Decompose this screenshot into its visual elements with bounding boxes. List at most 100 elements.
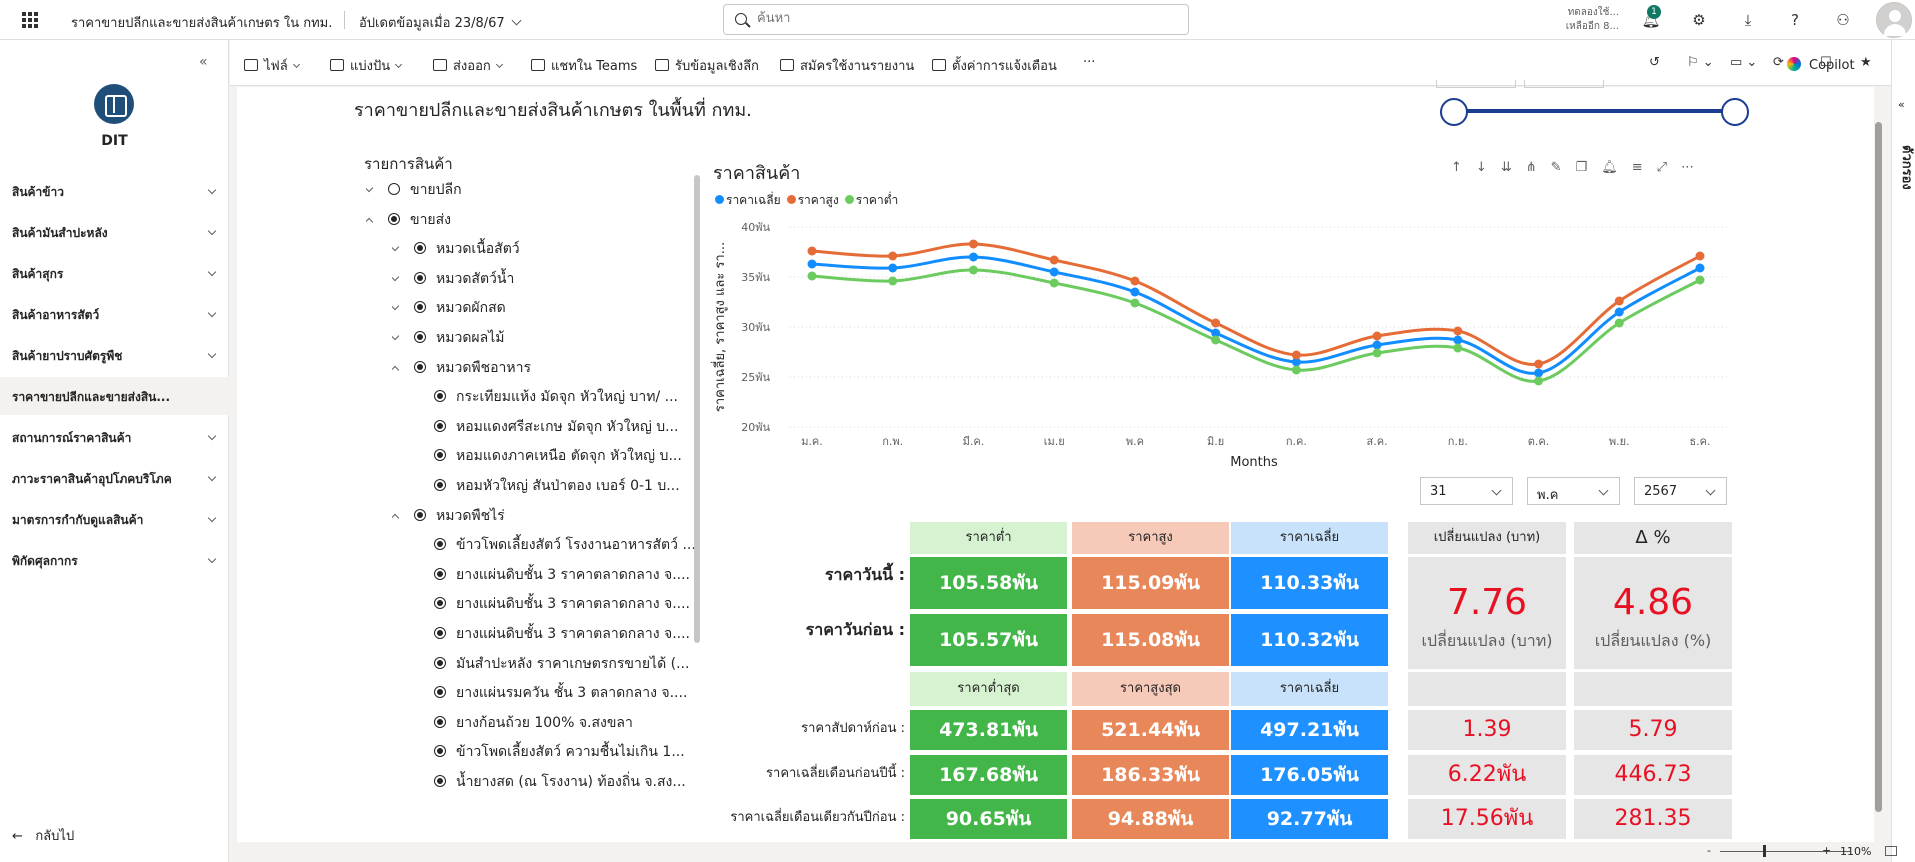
radio-icon[interactable]: [434, 775, 446, 787]
date-start-box[interactable]: [1436, 80, 1516, 88]
slicer-item[interactable]: หมวดสัตว์น้ำ: [392, 268, 700, 292]
slicer-item[interactable]: ยางแผ่นดิบชั้น 3 ราคาตลาดกลาง จ....: [434, 564, 700, 588]
more-icon[interactable]: ⋯: [1681, 160, 1709, 175]
sidebar-item-7[interactable]: ภาวะราคาสินค้าอุปโภคบริโภค: [0, 459, 229, 497]
radio-icon[interactable]: [414, 360, 426, 373]
radio-icon[interactable]: [388, 183, 400, 195]
sidebar-item-6[interactable]: สถานการณ์ราคาสินค้า: [0, 418, 229, 456]
data-updated-dropdown[interactable]: อัปเดตข้อมูลเมื่อ 23/8/67: [359, 12, 522, 33]
radio-icon[interactable]: [434, 745, 446, 758]
slicer-item[interactable]: มันสำปะหลัง ราคาเกษตรกรขายได้ (...: [434, 653, 700, 677]
sidebar-item-8[interactable]: มาตรการกำกับดูแลสินค้า: [0, 500, 229, 538]
radio-icon[interactable]: [434, 390, 446, 403]
slicer-item[interactable]: น้ำยางสด (ณ โรงงาน) ท้องถิ่น จ.สง...: [434, 771, 700, 795]
slicer-item[interactable]: ข้าวโพดเลี้ยงสัตว์ ความชื้นไม่เกิน 1...: [434, 741, 700, 765]
legend-item[interactable]: ราคาสูง: [786, 193, 839, 207]
radio-icon[interactable]: [434, 715, 446, 728]
sort-up-icon[interactable]: ↑: [1451, 160, 1476, 175]
alerts-button[interactable]: ตั้งค่าการแจ้งเตือน: [932, 55, 1057, 76]
slicer-item[interactable]: หมวดผักสด: [392, 297, 700, 321]
export-menu[interactable]: ส่งออก: [433, 55, 503, 76]
radio-icon[interactable]: [434, 686, 446, 699]
sidebar-item-5[interactable]: ราคาขายปลีกและขายส่งสิน...: [0, 377, 229, 415]
search-input[interactable]: [757, 11, 1157, 26]
slicer-item[interactable]: ขายส่ง: [366, 209, 700, 233]
radio-icon[interactable]: [434, 567, 446, 580]
radio-icon[interactable]: [414, 508, 426, 521]
radio-icon[interactable]: [414, 301, 426, 314]
chevron-down-icon[interactable]: [392, 302, 400, 311]
collapse-icon[interactable]: «: [199, 54, 208, 70]
radio-icon[interactable]: [434, 656, 446, 669]
more-options-button[interactable]: ···: [1083, 55, 1096, 70]
view-icon[interactable]: ▭ ⌄: [1730, 55, 1758, 70]
alert-icon[interactable]: 🔔︎: [1601, 160, 1632, 175]
date-range-start-handle[interactable]: [1440, 98, 1468, 126]
reset-icon[interactable]: ↺: [1649, 55, 1660, 70]
slicer-item[interactable]: หมวดเนื้อสัตว์: [392, 238, 700, 262]
slicer-item[interactable]: ข้าวโพดเลี้ยงสัตว์ โรงงานอาหารสัตว์ ...: [434, 534, 700, 558]
back-button[interactable]: ← กลับไป: [12, 825, 74, 846]
sidebar-item-2[interactable]: สินค้าสุกร: [0, 254, 229, 292]
chevron-up-icon[interactable]: [392, 513, 400, 522]
slicer-item[interactable]: ยางแผ่นดิบชั้น 3 ราคาตลาดกลาง จ....: [434, 623, 700, 647]
slicer-scrollbar[interactable]: [694, 175, 700, 643]
visual-header-icons[interactable]: ↑↓⇊⋔✎❐🔔︎≡⤢⋯: [1451, 160, 1708, 175]
filters-pane[interactable]: « ตัวกรอง: [1891, 40, 1915, 862]
avatar[interactable]: [1876, 2, 1912, 38]
chevron-down-icon[interactable]: [392, 272, 400, 282]
chevron-left-icon[interactable]: «: [1898, 98, 1905, 111]
radio-icon[interactable]: [434, 419, 446, 432]
date-end-box[interactable]: [1524, 80, 1604, 88]
insights-button[interactable]: รับข้อมูลเชิงลึก: [655, 55, 759, 76]
refresh-icon[interactable]: ⟳: [1773, 55, 1784, 70]
slicer-item[interactable]: หอมหัวใหญ่ สันป่าตอง เบอร์ 0-1 บ...: [434, 475, 700, 499]
sidebar-item-9[interactable]: พิกัดศุลกากร: [0, 541, 229, 579]
search-box[interactable]: [723, 4, 1189, 35]
download-icon[interactable]: ⤓: [1744, 11, 1752, 29]
fit-page-icon[interactable]: [1885, 846, 1897, 856]
copilot-button[interactable]: Copilot: [1787, 55, 1855, 73]
subscribe-button[interactable]: สมัครใช้งานรายงาน: [780, 55, 914, 76]
radio-icon[interactable]: [434, 449, 446, 462]
comment-icon[interactable]: ☐: [1820, 55, 1832, 70]
radio-icon[interactable]: [414, 331, 426, 343]
radio-icon[interactable]: [434, 627, 446, 639]
radio-icon[interactable]: [414, 271, 426, 284]
date-range-end-handle[interactable]: [1721, 98, 1749, 126]
legend-item[interactable]: ราคาต่ำ: [844, 193, 898, 207]
bookmark-icon[interactable]: ⚐ ⌄: [1687, 55, 1714, 70]
slicer-item[interactable]: หมวดพืชไร่: [392, 505, 700, 529]
zoom-slider[interactable]: [1720, 851, 1850, 852]
canvas-scrollbar[interactable]: [1875, 122, 1882, 812]
legend-item[interactable]: ราคาเฉลี่ย: [715, 193, 781, 207]
radio-icon[interactable]: [388, 212, 400, 225]
zoom-out-button[interactable]: -: [1707, 844, 1711, 857]
pin-icon[interactable]: ✎: [1550, 160, 1576, 175]
filter-icon[interactable]: ≡: [1631, 160, 1657, 175]
slicer-item[interactable]: หมวดพืชอาหาร: [392, 357, 700, 381]
chevron-up-icon[interactable]: [366, 217, 374, 226]
slicer-item[interactable]: หอมแดงภาคเหนือ ตัดจุก หัวใหญ่ บ...: [434, 445, 700, 469]
favorite-icon[interactable]: ★: [1860, 55, 1872, 70]
focus-icon[interactable]: ⤢: [1656, 160, 1682, 175]
help-icon[interactable]: ?: [1791, 11, 1799, 29]
drill-icon[interactable]: ⋔: [1525, 160, 1551, 175]
month-dropdown[interactable]: พ.ค: [1527, 477, 1620, 505]
radio-icon[interactable]: [434, 538, 446, 551]
trial-info[interactable]: ทดลองใช้... เหลืออีก 8...: [1559, 6, 1619, 34]
app-launcher-icon[interactable]: [22, 12, 38, 28]
slicer-item[interactable]: ขายปลีก: [366, 179, 700, 203]
year-dropdown[interactable]: 2567: [1634, 477, 1727, 505]
sidebar-item-4[interactable]: สินค้ายาปราบศัตรูพืช: [0, 336, 229, 374]
radio-icon[interactable]: [414, 242, 426, 255]
sidebar-item-0[interactable]: สินค้าข้าว: [0, 172, 229, 210]
chevron-down-icon[interactable]: [392, 242, 400, 252]
copy-icon[interactable]: ❐: [1575, 160, 1602, 175]
file-menu[interactable]: ไฟล์: [244, 55, 300, 76]
radio-icon[interactable]: [434, 597, 446, 610]
sort-down-icon[interactable]: ↓: [1475, 160, 1501, 175]
slicer-item[interactable]: หอมแดงศรีสะเกษ มัดจุก หัวใหญ่ บ...: [434, 416, 700, 440]
slicer-item[interactable]: กระเทียมแห้ง มัดจุก หัวใหญ่ บาท/ ...: [434, 386, 700, 410]
gear-icon[interactable]: ⚙: [1692, 11, 1706, 29]
